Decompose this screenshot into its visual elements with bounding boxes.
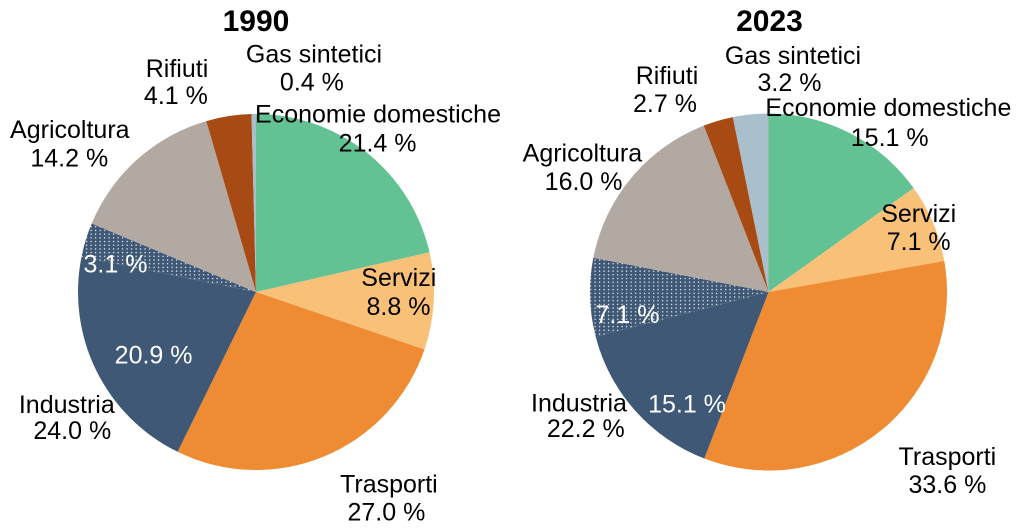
- svg-text:22.2 %: 22.2 %: [547, 415, 625, 443]
- svg-text:Rifiuti: Rifiuti: [636, 62, 699, 90]
- svg-text:3.1 %: 3.1 %: [84, 251, 148, 279]
- svg-text:2023: 2023: [736, 5, 803, 38]
- svg-text:Servizi: Servizi: [881, 200, 956, 228]
- svg-text:24.0 %: 24.0 %: [33, 417, 111, 445]
- svg-text:Agricoltura: Agricoltura: [523, 139, 643, 167]
- svg-text:3.2 %: 3.2 %: [758, 69, 822, 97]
- svg-text:15.1 %: 15.1 %: [851, 124, 929, 152]
- svg-text:0.4 %: 0.4 %: [280, 68, 344, 96]
- svg-text:1990: 1990: [223, 5, 290, 38]
- svg-text:Industria: Industria: [19, 391, 115, 419]
- svg-text:16.0 %: 16.0 %: [545, 168, 623, 196]
- svg-text:Industria: Industria: [531, 389, 627, 417]
- svg-text:7.1 %: 7.1 %: [887, 228, 951, 256]
- svg-text:Gas sintetici: Gas sintetici: [246, 41, 382, 69]
- svg-text:Servizi: Servizi: [361, 264, 436, 292]
- svg-text:Gas sintetici: Gas sintetici: [725, 42, 861, 70]
- svg-text:27.0 %: 27.0 %: [347, 499, 425, 527]
- svg-text:33.6 %: 33.6 %: [908, 471, 986, 499]
- svg-text:Economie domestiche: Economie domestiche: [765, 94, 1011, 122]
- svg-text:8.8 %: 8.8 %: [367, 293, 431, 321]
- svg-text:2.7 %: 2.7 %: [633, 90, 697, 118]
- svg-text:Trasporti: Trasporti: [340, 470, 438, 498]
- svg-text:Trasporti: Trasporti: [899, 443, 997, 471]
- svg-text:20.9 %: 20.9 %: [115, 341, 193, 369]
- svg-text:14.2 %: 14.2 %: [30, 144, 108, 172]
- svg-text:4.1 %: 4.1 %: [144, 82, 208, 110]
- svg-text:Rifiuti: Rifiuti: [146, 55, 209, 83]
- svg-text:Economie domestiche: Economie domestiche: [255, 100, 501, 128]
- svg-text:Agricoltura: Agricoltura: [10, 116, 130, 144]
- svg-text:21.4 %: 21.4 %: [339, 129, 417, 157]
- svg-text:7.1 %: 7.1 %: [596, 301, 660, 329]
- svg-text:15.1 %: 15.1 %: [648, 391, 726, 419]
